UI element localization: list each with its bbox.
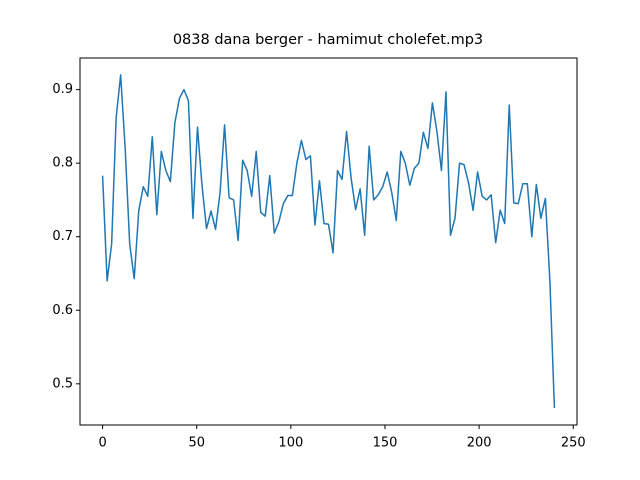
y-tick-label: 0.5 [52,376,73,391]
data-line [101,74,556,409]
y-tick-label: 0.8 [52,156,73,171]
x-tick-label: 150 [373,436,398,451]
x-tick-label: 250 [561,436,586,451]
y-tick-label: 0.6 [52,303,73,318]
chart-title: 0838 dana berger - hamimut cholefet.mp3 [173,32,483,48]
y-tick-label: 0.9 [52,82,73,97]
x-tick-label: 0 [98,436,106,451]
x-tick-label: 200 [467,436,492,451]
plot-frame [79,57,578,426]
x-tick-label: 100 [278,436,303,451]
y-tick-label: 0.7 [52,229,73,244]
x-tick-label: 50 [188,436,205,451]
